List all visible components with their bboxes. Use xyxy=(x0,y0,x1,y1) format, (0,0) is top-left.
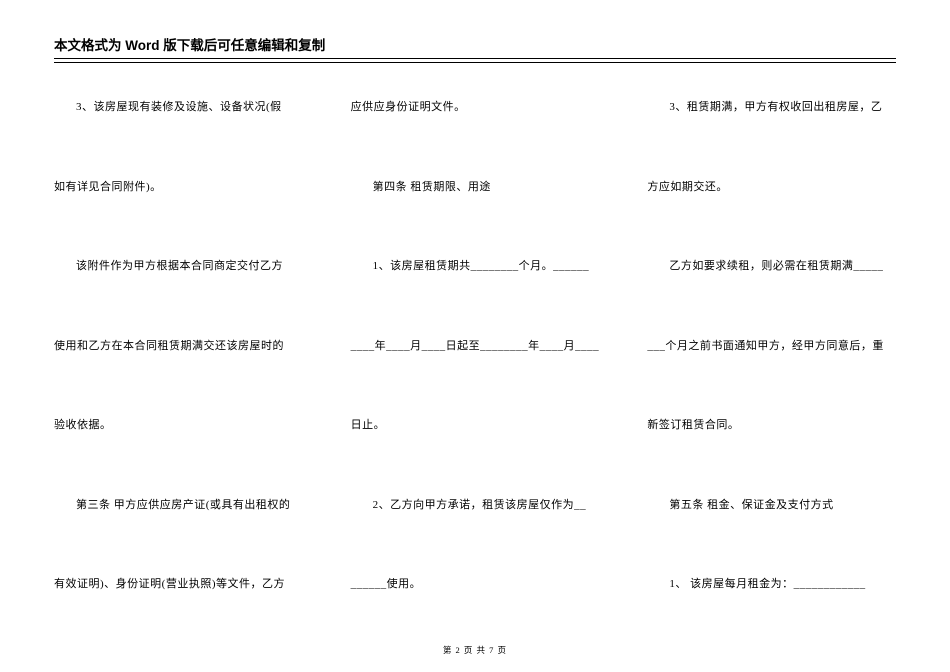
text-line: ______使用。 xyxy=(351,576,600,593)
header-underline xyxy=(54,62,896,63)
text-line: 第五条 租金、保证金及支付方式 xyxy=(647,497,896,514)
content-columns: 3、该房屋现有装修及设施、设备状况(假 如有详见合同附件)。 该附件作为甲方根据… xyxy=(54,99,896,593)
text-line: 第四条 租赁期限、用途 xyxy=(351,179,600,196)
text-line: 3、该房屋现有装修及设施、设备状况(假 xyxy=(54,99,303,116)
column-3: 3、租赁期满，甲方有权收回出租房屋，乙 方应如期交还。 乙方如要求续租，则必需在… xyxy=(647,99,896,593)
text-line: 2、乙方向甲方承诺，租赁该房屋仅作为__ xyxy=(351,497,600,514)
text-line: 验收依据。 xyxy=(54,417,303,434)
text-line: 1、 该房屋每月租金为：____________ xyxy=(647,576,896,593)
text-line: ___个月之前书面通知甲方，经甲方同意后，重 xyxy=(647,338,896,355)
text-line: 新签订租赁合同。 xyxy=(647,417,896,434)
text-line: 1、该房屋租赁期共________个月。______ xyxy=(351,258,600,275)
page-footer: 第 2 页 共 7 页 xyxy=(0,644,950,656)
text-line: 方应如期交还。 xyxy=(647,179,896,196)
text-line: 日止。 xyxy=(351,417,600,434)
text-line: 乙方如要求续租，则必需在租赁期满_____ xyxy=(647,258,896,275)
column-2: 应供应身份证明文件。 第四条 租赁期限、用途 1、该房屋租赁期共________… xyxy=(351,99,600,593)
page-header: 本文格式为 Word 版下载后可任意编辑和复制 xyxy=(54,34,896,59)
text-line: 使用和乙方在本合同租赁期满交还该房屋时的 xyxy=(54,338,303,355)
text-line: 3、租赁期满，甲方有权收回出租房屋，乙 xyxy=(647,99,896,116)
text-line: 该附件作为甲方根据本合同商定交付乙方 xyxy=(54,258,303,275)
text-line: 应供应身份证明文件。 xyxy=(351,99,600,116)
text-line: 有效证明)、身份证明(营业执照)等文件，乙方 xyxy=(54,576,303,593)
text-line: 如有详见合同附件)。 xyxy=(54,179,303,196)
text-line: 第三条 甲方应供应房产证(或具有出租权的 xyxy=(54,497,303,514)
text-line: ____年____月____日起至________年____月____ xyxy=(351,338,600,355)
column-1: 3、该房屋现有装修及设施、设备状况(假 如有详见合同附件)。 该附件作为甲方根据… xyxy=(54,99,303,593)
